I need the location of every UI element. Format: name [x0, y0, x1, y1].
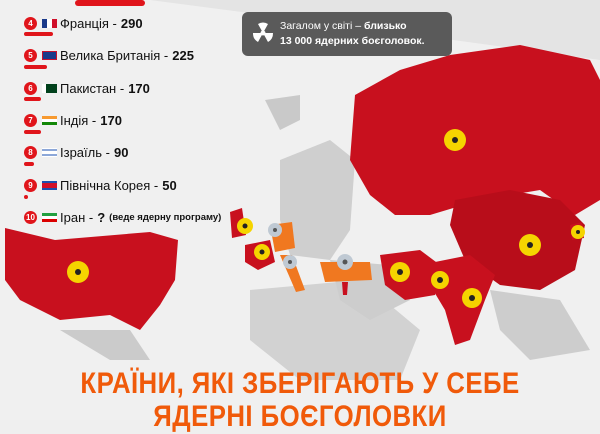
flag-iran-icon — [42, 212, 57, 222]
rank-badge: 9 — [24, 178, 37, 192]
warhead-count: ? — [97, 209, 106, 225]
list-item: 9 Північна Корея - 50 — [24, 175, 177, 195]
country-usa — [5, 228, 178, 330]
rank-badge: 5 — [24, 48, 37, 62]
land-greenland — [265, 95, 300, 130]
list-item: 4 Франція - 290 — [24, 13, 143, 33]
radiation-icon — [252, 22, 274, 42]
warhead-count: 90 — [113, 144, 129, 160]
rank-badge: 7 — [24, 113, 37, 127]
country-name: Велика Британія — [60, 47, 161, 63]
list-item: 10 Іран - ? (веде ядерну програму) — [24, 207, 221, 227]
country-name: Франція — [60, 15, 109, 31]
flag-israel-icon — [42, 147, 57, 157]
radiation-icon-china — [519, 234, 541, 256]
country-china — [450, 190, 585, 290]
world-map — [5, 0, 600, 380]
list-item: 8 Ізраїль - 90 — [24, 142, 128, 162]
radiation-icon-germany — [268, 223, 282, 237]
rank-badge: 8 — [24, 145, 37, 159]
flag-pakistan-icon — [42, 83, 57, 93]
flag-france-icon — [42, 18, 57, 28]
radiation-symbols — [67, 129, 585, 308]
radiation-icon-pakistan — [390, 262, 410, 282]
underline-bar — [24, 162, 34, 166]
flag-uk-icon — [42, 50, 57, 60]
underline-bar — [24, 130, 41, 134]
flag-north-korea-icon — [42, 180, 57, 190]
country-name: Іран — [60, 209, 86, 225]
info-line-1: Загалом у світі – близько — [280, 20, 407, 32]
page-title-line-2: ЯДЕРНІ БОЄГОЛОВКИ — [153, 400, 447, 433]
radiation-icon-italy — [283, 255, 297, 269]
list-item: 6 Пакистан - 170 — [24, 78, 150, 98]
underline-bar — [24, 97, 41, 101]
top-underline — [75, 0, 145, 6]
rank-badge: 6 — [24, 81, 37, 95]
rank-badge: 4 — [24, 16, 37, 30]
country-israel — [342, 282, 348, 295]
radiation-icon-uk — [237, 218, 253, 234]
land-mexico — [60, 330, 150, 360]
radiation-icon-pakistan-2 — [431, 271, 449, 289]
radiation-icon-turkey — [337, 254, 353, 270]
underline-bar — [24, 195, 28, 199]
total-info-box: Загалом у світі – близько 13 000 ядерних… — [242, 12, 452, 56]
list-item: 7 Індія - 170 — [24, 110, 122, 130]
land-europe — [280, 140, 355, 260]
rank-badge: 10 — [24, 210, 37, 224]
list-item: 5 Велика Британія - 225 — [24, 45, 194, 65]
radiation-icon-russia — [444, 129, 466, 151]
country-note: (веде ядерну програму) — [109, 211, 222, 223]
warhead-count: 170 — [100, 112, 122, 128]
warhead-count: 50 — [162, 177, 177, 193]
warhead-count: 170 — [128, 80, 150, 96]
country-name: Пакистан — [60, 80, 117, 96]
radiation-icon-france — [254, 244, 270, 260]
page-title-line-1: КРАЇНИ, ЯКІ ЗБЕРІГАЮТЬ У СЕБЕ — [80, 367, 520, 400]
warhead-count: 225 — [172, 47, 194, 63]
radiation-icon-india — [462, 288, 482, 308]
country-name: Північна Корея — [60, 177, 151, 193]
info-line-2: 13 000 ядерних боєголовок. — [280, 35, 425, 47]
underline-bar — [24, 65, 47, 69]
underline-bar — [24, 32, 53, 36]
country-pakistan — [380, 250, 440, 300]
country-turkey — [320, 262, 372, 282]
country-name: Індія — [60, 112, 89, 128]
country-name: Ізраїль — [60, 144, 103, 160]
flag-india-icon — [42, 115, 57, 125]
land-se-asia — [490, 290, 590, 360]
country-russia — [350, 45, 600, 215]
radiation-icon-north-korea — [571, 225, 585, 239]
radiation-icon-usa — [67, 261, 89, 283]
warhead-count: 290 — [120, 15, 143, 31]
